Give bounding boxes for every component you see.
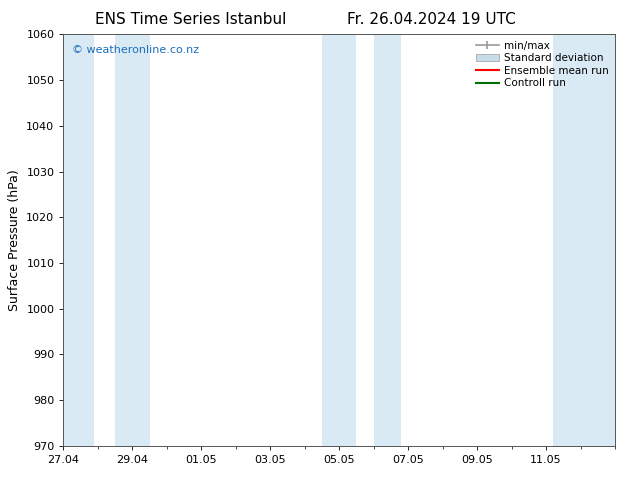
- Text: © weatheronline.co.nz: © weatheronline.co.nz: [72, 45, 199, 54]
- Y-axis label: Surface Pressure (hPa): Surface Pressure (hPa): [8, 169, 21, 311]
- Bar: [115, 34, 150, 446]
- Text: ENS Time Series Istanbul: ENS Time Series Istanbul: [94, 12, 286, 27]
- Bar: [322, 34, 356, 446]
- Bar: [63, 34, 94, 446]
- Bar: [373, 34, 401, 446]
- Bar: [553, 34, 615, 446]
- Legend: min/max, Standard deviation, Ensemble mean run, Controll run: min/max, Standard deviation, Ensemble me…: [473, 37, 612, 92]
- Text: Fr. 26.04.2024 19 UTC: Fr. 26.04.2024 19 UTC: [347, 12, 515, 27]
